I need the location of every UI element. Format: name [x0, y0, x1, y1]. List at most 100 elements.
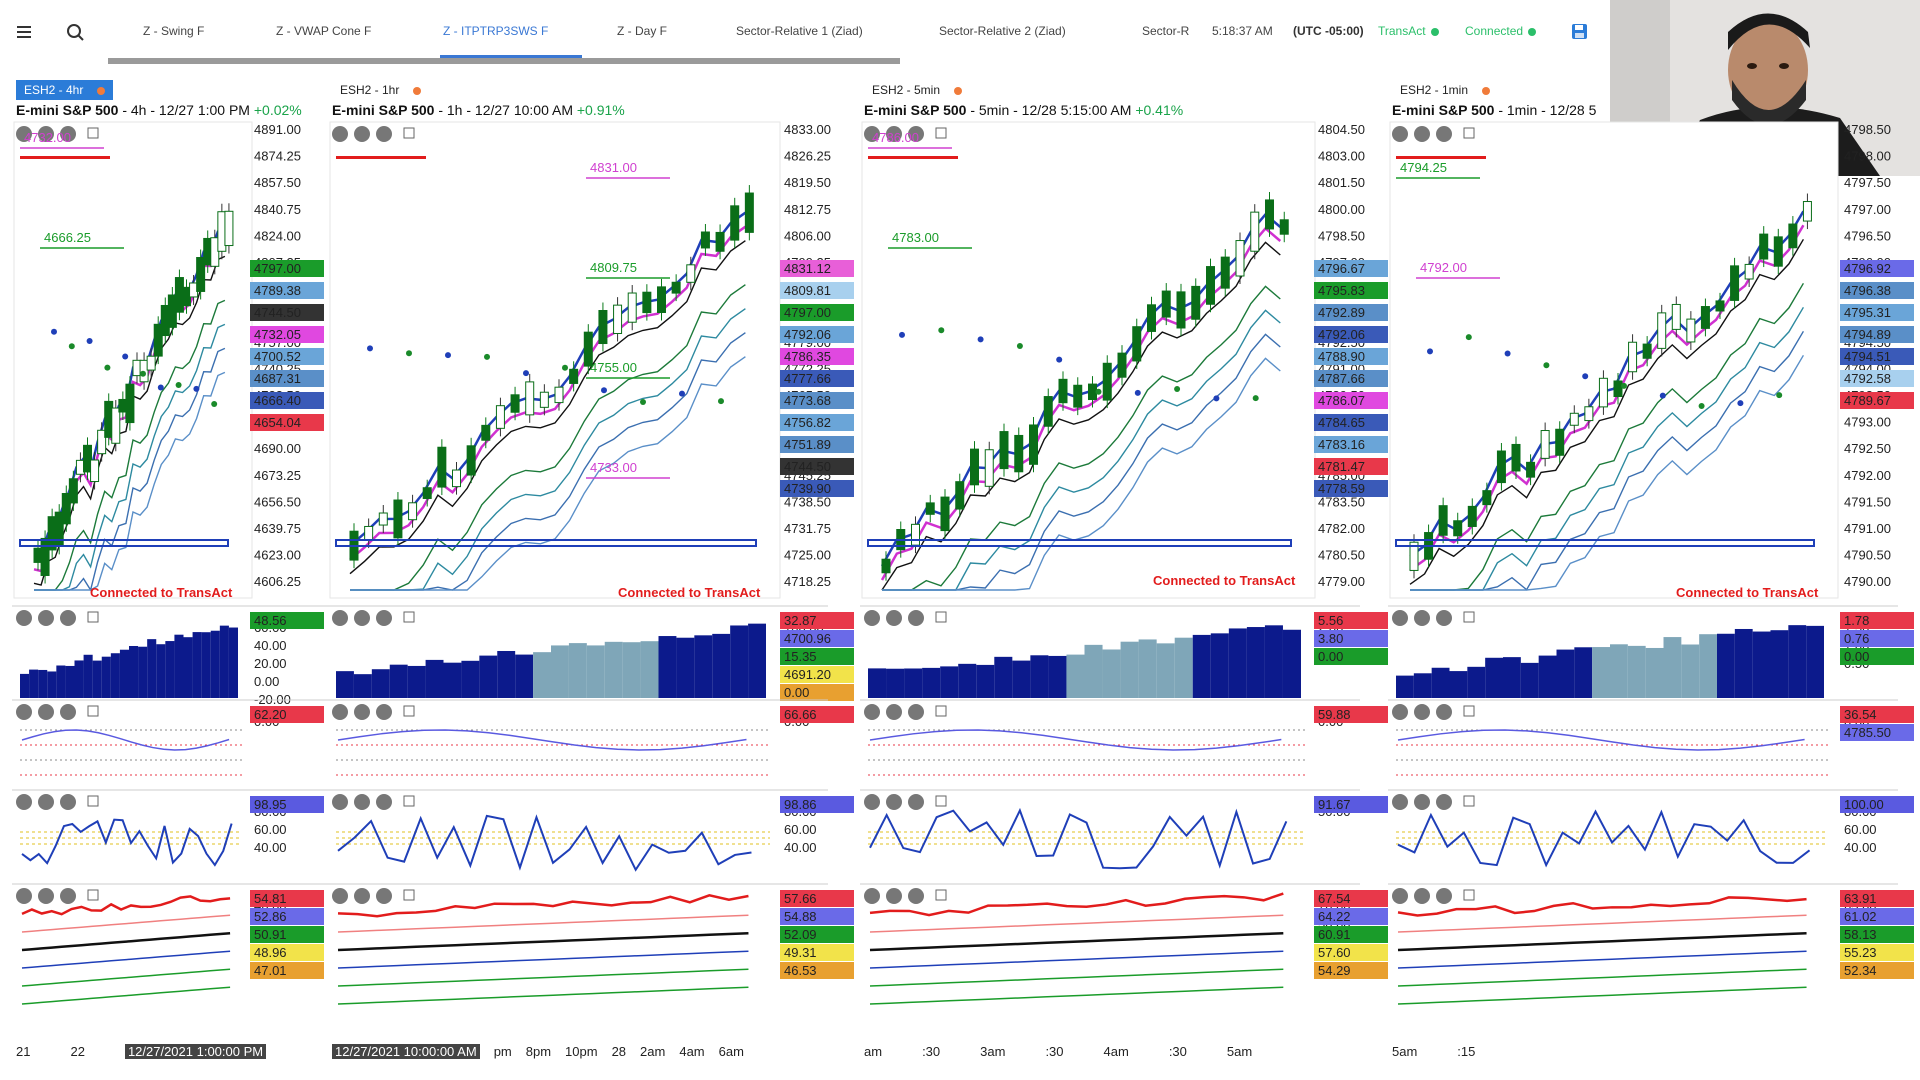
collapse-icon[interactable]: [886, 126, 902, 142]
expand-icon[interactable]: [60, 888, 76, 904]
collapse-icon[interactable]: [38, 888, 54, 904]
add-study-icon[interactable]: [1463, 127, 1475, 139]
reset-icon[interactable]: [332, 704, 348, 720]
expand-icon[interactable]: [60, 704, 76, 720]
reset-icon[interactable]: [864, 704, 880, 720]
expand-icon[interactable]: [1436, 704, 1452, 720]
tab-swing[interactable]: Z - Swing F: [143, 24, 205, 38]
expand-icon[interactable]: [908, 610, 924, 626]
chart-tab[interactable]: ESH2 - 1hr: [332, 80, 429, 100]
collapse-icon[interactable]: [354, 794, 370, 810]
chart-canvas[interactable]: 4804.504803.004801.504800.004798.504797.…: [860, 78, 1388, 1058]
reset-icon[interactable]: [16, 610, 32, 626]
add-study-icon[interactable]: [403, 795, 415, 807]
reset-icon[interactable]: [1392, 610, 1408, 626]
reset-icon[interactable]: [1392, 704, 1408, 720]
expand-icon[interactable]: [60, 126, 76, 142]
chart-tab[interactable]: ESH2 - 4hr: [16, 80, 114, 100]
tab-sector-r[interactable]: Sector-R: [1142, 24, 1190, 38]
reset-icon[interactable]: [1392, 794, 1408, 810]
add-study-icon[interactable]: [403, 611, 415, 623]
collapse-icon[interactable]: [1414, 888, 1430, 904]
expand-icon[interactable]: [376, 888, 392, 904]
expand-icon[interactable]: [376, 794, 392, 810]
reset-icon[interactable]: [332, 794, 348, 810]
collapse-icon[interactable]: [354, 888, 370, 904]
collapse-icon[interactable]: [886, 888, 902, 904]
collapse-icon[interactable]: [886, 794, 902, 810]
expand-icon[interactable]: [376, 126, 392, 142]
expand-icon[interactable]: [908, 126, 924, 142]
reset-icon[interactable]: [864, 126, 880, 142]
add-study-icon[interactable]: [87, 795, 99, 807]
expand-icon[interactable]: [376, 610, 392, 626]
expand-icon[interactable]: [376, 704, 392, 720]
reset-icon[interactable]: [332, 610, 348, 626]
add-study-icon[interactable]: [935, 705, 947, 717]
collapse-icon[interactable]: [354, 704, 370, 720]
collapse-icon[interactable]: [1414, 794, 1430, 810]
reset-icon[interactable]: [332, 126, 348, 142]
collapse-icon[interactable]: [354, 126, 370, 142]
expand-icon[interactable]: [1436, 610, 1452, 626]
add-study-icon[interactable]: [935, 127, 947, 139]
collapse-icon[interactable]: [886, 704, 902, 720]
expand-icon[interactable]: [908, 704, 924, 720]
chart-tab[interactable]: ESH2 - 5min: [864, 80, 970, 100]
chart-panel-1[interactable]: ESH2 - 4hr E-mini S&P 500 - 4h - 12/27 1:…: [12, 78, 532, 1059]
reset-icon[interactable]: [864, 610, 880, 626]
add-study-icon[interactable]: [1463, 795, 1475, 807]
chart-panel-3[interactable]: ESH2 - 5min E-mini S&P 500 - 5min - 12/28…: [860, 78, 1388, 1059]
chart-canvas[interactable]: 4798.50 4798.00 4797.50 4797.00 4796.50 4796.…: [1388, 78, 1918, 1058]
add-study-icon[interactable]: [935, 795, 947, 807]
reset-icon[interactable]: [16, 794, 32, 810]
expand-icon[interactable]: [1436, 126, 1452, 142]
add-study-icon[interactable]: [1463, 611, 1475, 623]
add-study-icon[interactable]: [87, 611, 99, 623]
tab-day[interactable]: Z - Day F: [617, 24, 667, 38]
add-study-icon[interactable]: [87, 127, 99, 139]
add-study-icon[interactable]: [1463, 705, 1475, 717]
save-icon[interactable]: [1568, 20, 1592, 44]
chart-panel-4[interactable]: ESH2 - 1min E-mini S&P 500 - 1min - 12/28…: [1388, 78, 1918, 1059]
tab-scrollbar[interactable]: [108, 58, 900, 64]
expand-icon[interactable]: [60, 610, 76, 626]
expand-icon[interactable]: [1436, 794, 1452, 810]
chart-canvas[interactable]: 4891.004874.254857.504840.754824.004807.…: [12, 78, 532, 1058]
add-study-icon[interactable]: [403, 705, 415, 717]
collapse-icon[interactable]: [354, 610, 370, 626]
expand-icon[interactable]: [908, 794, 924, 810]
add-study-icon[interactable]: [403, 127, 415, 139]
add-study-icon[interactable]: [935, 611, 947, 623]
reset-icon[interactable]: [16, 126, 32, 142]
expand-icon[interactable]: [1436, 888, 1452, 904]
collapse-icon[interactable]: [1414, 610, 1430, 626]
collapse-icon[interactable]: [38, 610, 54, 626]
tab-sector-relative-2[interactable]: Sector-Relative 2 (Ziad): [939, 24, 1066, 38]
menu-icon[interactable]: [14, 20, 38, 44]
reset-icon[interactable]: [864, 888, 880, 904]
chart-canvas[interactable]: 4833.004826.254819.504812.754806.004799.…: [328, 78, 854, 1058]
reset-icon[interactable]: [16, 888, 32, 904]
reset-icon[interactable]: [332, 888, 348, 904]
reset-icon[interactable]: [1392, 888, 1408, 904]
reset-icon[interactable]: [16, 704, 32, 720]
tab-vwap-cone[interactable]: Z - VWAP Cone F: [276, 24, 372, 38]
expand-icon[interactable]: [60, 794, 76, 810]
add-study-icon[interactable]: [403, 889, 415, 901]
reset-icon[interactable]: [864, 794, 880, 810]
chart-tab[interactable]: ESH2 - 1min: [1392, 80, 1498, 100]
collapse-icon[interactable]: [38, 126, 54, 142]
collapse-icon[interactable]: [38, 704, 54, 720]
collapse-icon[interactable]: [1414, 704, 1430, 720]
add-study-icon[interactable]: [935, 889, 947, 901]
tab-sector-relative-1[interactable]: Sector-Relative 1 (Ziad): [736, 24, 863, 38]
collapse-icon[interactable]: [38, 794, 54, 810]
add-study-icon[interactable]: [1463, 889, 1475, 901]
collapse-icon[interactable]: [886, 610, 902, 626]
tab-itptrp3sws[interactable]: Z - ITPTRP3SWS F: [443, 24, 549, 38]
expand-icon[interactable]: [908, 888, 924, 904]
reset-icon[interactable]: [1392, 126, 1408, 142]
chart-panel-2[interactable]: ESH2 - 1hr E-mini S&P 500 - 1h - 12/27 10…: [328, 78, 854, 1059]
add-study-icon[interactable]: [87, 889, 99, 901]
